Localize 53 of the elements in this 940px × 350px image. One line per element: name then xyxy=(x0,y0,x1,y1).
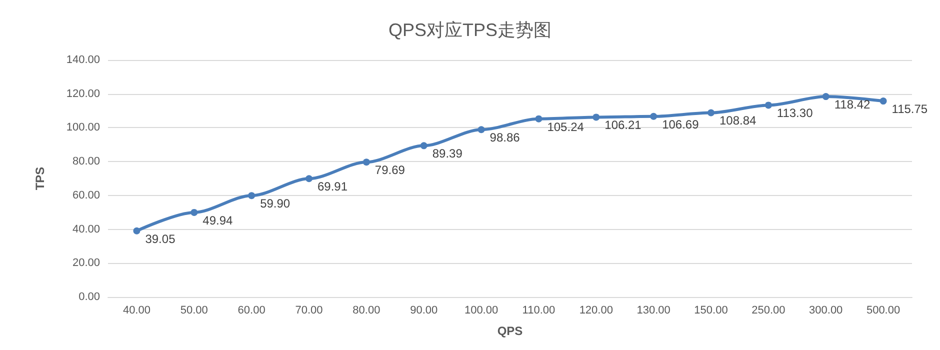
data-label: 115.75 xyxy=(892,102,928,116)
point xyxy=(822,93,830,100)
x-tick-label: 70.00 xyxy=(295,304,323,316)
x-tick-label: 50.00 xyxy=(180,304,208,316)
y-tick-label: 100.00 xyxy=(66,122,100,134)
x-tick-label: 500.00 xyxy=(866,304,900,316)
data-label: 89.39 xyxy=(432,146,463,161)
point xyxy=(650,112,658,120)
point xyxy=(535,115,542,122)
data-label: 49.94 xyxy=(202,213,233,228)
data-label: 118.42 xyxy=(834,98,870,112)
x-tick-label: 250.00 xyxy=(752,304,786,316)
y-tick-label: 40.00 xyxy=(72,223,100,236)
data-label: 106.69 xyxy=(662,117,700,132)
y-tick-label: 120.00 xyxy=(66,88,100,100)
point xyxy=(133,227,140,234)
data-label: 59.90 xyxy=(260,196,290,211)
data-label: 108.84 xyxy=(720,114,757,128)
y-tick-label: 80.00 xyxy=(72,156,100,168)
x-axis-title: QPS xyxy=(497,324,523,338)
data-label: 98.86 xyxy=(490,130,520,145)
y-tick-label: 60.00 xyxy=(72,189,100,202)
data-label: 113.30 xyxy=(776,106,814,120)
point xyxy=(478,126,485,134)
point xyxy=(764,102,772,109)
point xyxy=(420,142,428,150)
data-label: 105.24 xyxy=(547,120,584,134)
y-axis-title: TPS xyxy=(33,166,47,190)
point xyxy=(880,98,887,105)
point xyxy=(190,208,198,216)
point xyxy=(362,158,370,166)
data-label: 106.21 xyxy=(604,118,642,132)
point xyxy=(306,175,312,182)
data-label: 79.69 xyxy=(374,163,406,178)
x-tick-label: 60.00 xyxy=(238,304,266,316)
chart-title: QPS对应TPS走势图 xyxy=(388,20,552,40)
x-tick-label: 120.00 xyxy=(579,304,613,316)
x-tick-label: 130.00 xyxy=(636,304,670,316)
x-tick-label: 150.00 xyxy=(694,304,728,316)
x-tick-label: 80.00 xyxy=(352,304,380,316)
data-label: 39.05 xyxy=(145,232,176,246)
point xyxy=(592,114,600,121)
point xyxy=(248,192,256,200)
x-tick-label: 40.00 xyxy=(122,304,150,316)
y-tick-label: 20.00 xyxy=(72,257,100,270)
x-tick-label: 90.00 xyxy=(410,304,438,316)
point xyxy=(708,109,714,116)
x-tick-label: 300.00 xyxy=(809,304,843,316)
y-tick-label: 140.00 xyxy=(66,54,100,66)
x-tick-label: 110.00 xyxy=(522,304,556,316)
y-tick-label: 0.00 xyxy=(78,291,100,303)
x-tick-label: 100.00 xyxy=(464,304,498,316)
data-label: 69.91 xyxy=(318,180,348,194)
